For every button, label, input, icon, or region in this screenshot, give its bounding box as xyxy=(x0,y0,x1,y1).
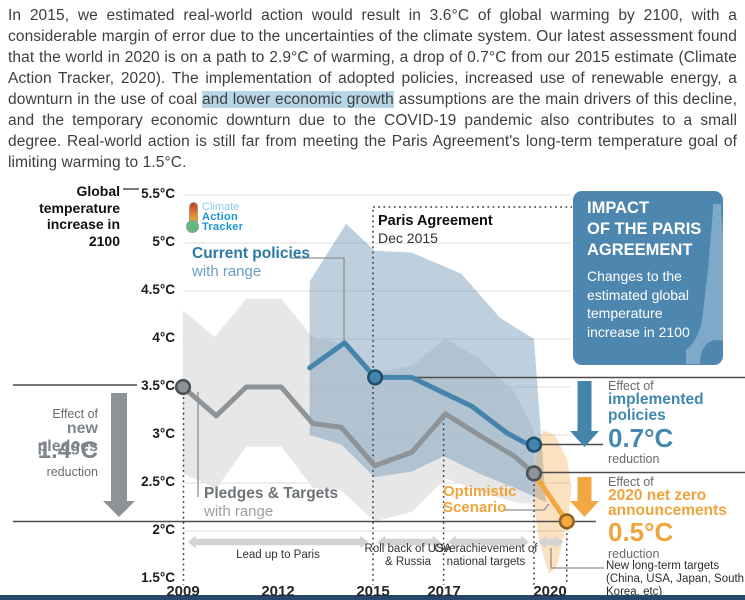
y-tick-5.5°C: 5.5°C xyxy=(141,186,175,201)
net-zero-effect-name: 2020 net zero announcements xyxy=(608,487,727,519)
new-pledges-effect-name: new pledges xyxy=(37,420,98,455)
y-axis-title: Global temperature increase in 2100 xyxy=(39,183,120,249)
y-tick-5°C: 5°C xyxy=(152,234,175,249)
implemented-reduction-suffix: reduction xyxy=(608,452,660,466)
current-policies-range-label: with range xyxy=(192,263,262,280)
logo-line-climate: Climate xyxy=(202,201,240,213)
new-pledges-reduction-value: 1.4°C xyxy=(37,437,98,464)
y-tick-3°C: 3°C xyxy=(152,426,175,441)
implemented-reduction-value: 0.7°C xyxy=(608,423,674,453)
new-long-term-targets-note: New long-term targets (China, USA, Japan… xyxy=(606,560,745,598)
optimistic-scenario-label: Optimistic Scenario xyxy=(443,483,517,516)
y-tick-2°C: 2°C xyxy=(152,522,175,537)
x-tick-2020: 2020 xyxy=(533,583,567,600)
paris-agreement-date: Dec 2015 xyxy=(378,230,438,246)
y-tick-2.5°C: 2.5°C xyxy=(141,474,175,489)
climate-action-tracker-logo: Climate Action Tracker xyxy=(186,202,243,234)
highlighted-text: and lower economic growth xyxy=(201,91,394,108)
paris-agreement-label: Paris Agreement xyxy=(378,213,493,229)
y-tick-4.5°C: 4.5°C xyxy=(141,282,175,297)
impact-box-body: Changes to the estimated global temperat… xyxy=(587,268,690,340)
implemented-effect-name: implemented policies xyxy=(608,391,704,424)
x-tick-2015: 2015 xyxy=(356,583,390,600)
pledges-targets-range-label: with range xyxy=(204,503,274,520)
logo-line-tracker: Tracker xyxy=(202,221,244,233)
timeline-label-2: Roll back of USA & Russia xyxy=(364,543,452,568)
y-tick-4°C: 4°C xyxy=(152,330,175,345)
new-pledges-effect-prefix: Effect of xyxy=(52,407,98,421)
intro-paragraph: In 2015, we estimated real-world action … xyxy=(8,5,737,173)
x-tick-2017: 2017 xyxy=(427,583,461,600)
y-tick-3.5°C: 3.5°C xyxy=(141,378,175,393)
net-zero-reduction-value: 0.5°C xyxy=(608,517,674,547)
impact-box-title: IMPACT OF THE PARIS AGREEMENT xyxy=(587,199,702,259)
logo-line-action: Action xyxy=(202,211,239,223)
pledges-targets-label: Pledges & Targets xyxy=(204,485,339,502)
intro-text-before: In 2015, we estimated real-world action … xyxy=(8,7,737,108)
net-zero-reduction-suffix: reduction xyxy=(608,547,660,561)
implemented-effect-prefix: Effect of xyxy=(608,379,654,393)
new-pledges-reduction-suffix: reduction xyxy=(46,465,98,479)
thermometer-icon xyxy=(186,202,199,234)
x-tick-2009: 2009 xyxy=(166,583,200,600)
current-policies-label: Current policies xyxy=(192,245,310,262)
x-tick-2012: 2012 xyxy=(261,583,295,600)
intro-text-after: assumptions are the main drivers of this… xyxy=(8,91,737,171)
timeline-label-1: Lead up to Paris xyxy=(236,549,320,561)
y-tick-1.5°C: 1.5°C xyxy=(141,570,175,585)
net-zero-effect-prefix: Effect of xyxy=(608,475,654,489)
bottom-border xyxy=(0,595,745,600)
timeline-label-3: Overachievement of national targets xyxy=(434,543,538,568)
